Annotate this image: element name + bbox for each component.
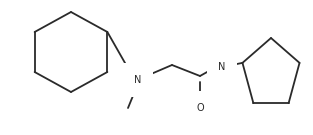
Text: O: O [196,103,204,113]
Text: N: N [134,75,142,85]
Text: N: N [218,62,226,72]
Text: H: H [219,53,225,62]
